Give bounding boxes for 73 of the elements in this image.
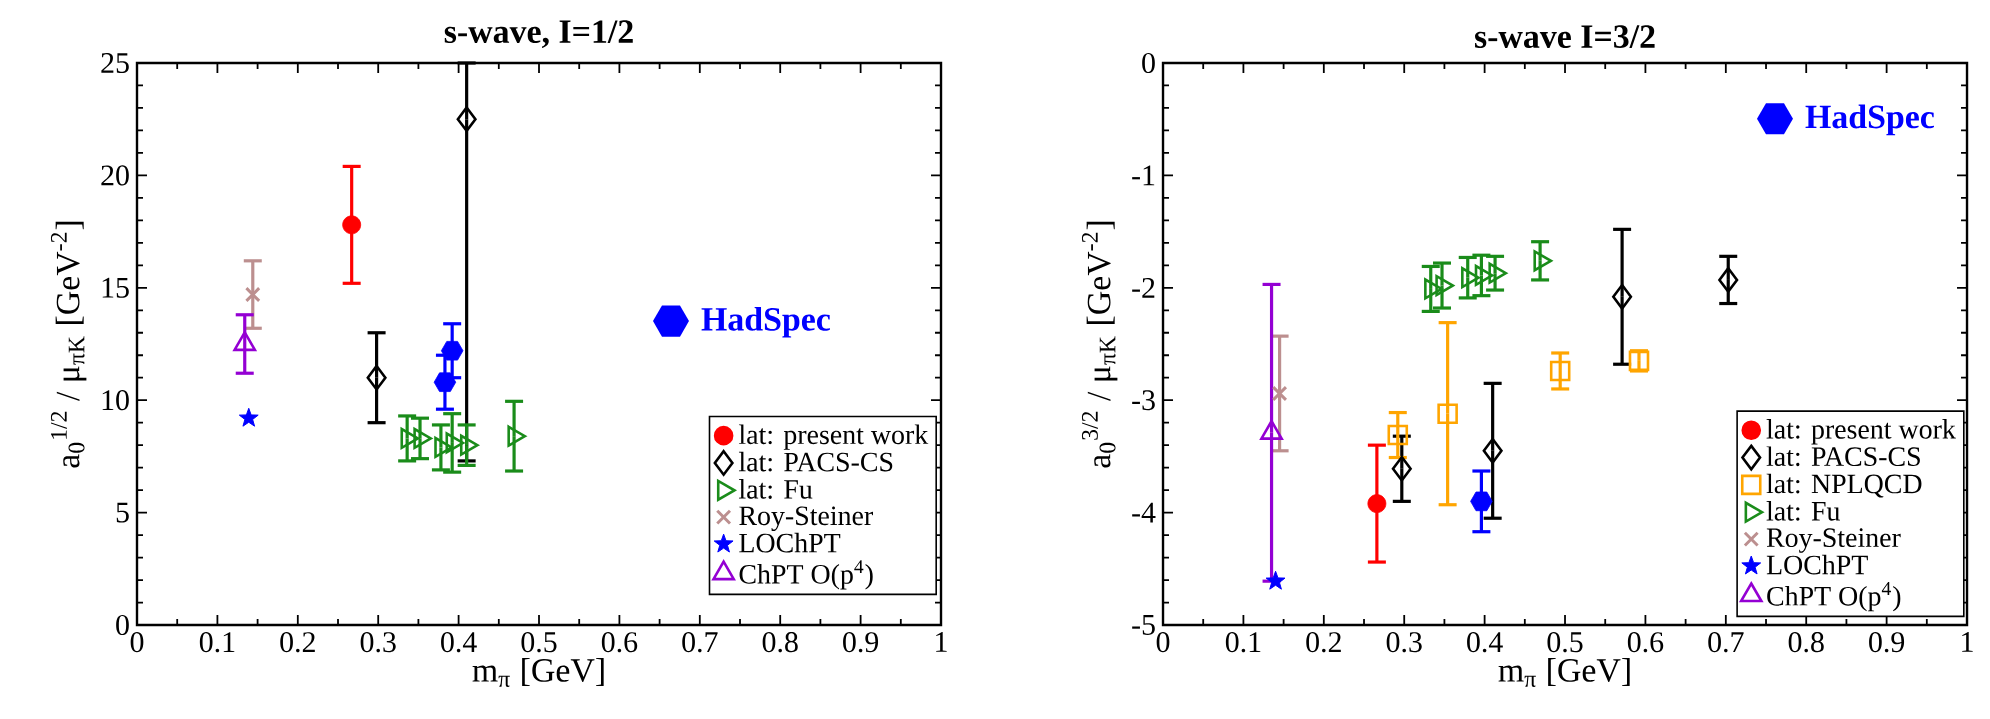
legend-label: ChPT O(p$^{4}$) <box>1767 582 1901 612</box>
chart-title: s-wave I=3/2 <box>1475 25 1655 49</box>
x-tick-label: 0.9 <box>843 632 879 653</box>
legend-label: HadSpec <box>701 306 830 338</box>
legend-label: lat: Fu <box>738 479 813 499</box>
legend-label: lat: PACS-CS <box>1766 446 1920 467</box>
y-tick-label: -4 <box>1132 502 1156 523</box>
point <box>342 215 362 235</box>
point <box>1367 494 1387 514</box>
point <box>1549 360 1571 382</box>
point <box>1482 437 1503 464</box>
point <box>1437 403 1458 424</box>
point <box>1271 385 1288 402</box>
legend-label: ChPT O(p$^{4}$) <box>739 560 873 590</box>
y-tick-label: -3 <box>1132 390 1155 411</box>
y-tick-label: 20 <box>101 165 129 186</box>
point <box>1470 491 1493 512</box>
legend-label: LOChPT <box>739 532 841 553</box>
y-tick-label: 0 <box>116 614 129 636</box>
x-tick-label: 0.1 <box>1225 632 1261 653</box>
x-tick-label: 0.6 <box>601 632 638 653</box>
y-tick-label: -1 <box>1132 165 1155 186</box>
x-tick-label: 0.4 <box>441 632 477 653</box>
y-tick-label: 25 <box>101 52 129 74</box>
y-tick-label: -5 <box>1132 615 1155 635</box>
x-tick-label: 0.3 <box>1386 632 1422 653</box>
point <box>413 427 433 450</box>
legend-label: HadSpec <box>1805 104 1934 136</box>
x-tick-label: 0.9 <box>1869 632 1905 653</box>
legend-label: lat: PACS-CS <box>738 451 893 472</box>
x-tick-label: 0 <box>1156 632 1170 653</box>
y-tick-label: 5 <box>116 502 129 523</box>
point <box>1265 570 1286 590</box>
y-tick-label: 0 <box>1142 52 1155 74</box>
x-axis-title: m$_{π}$ [GeV] <box>1498 658 1630 687</box>
legend-label: lat: present work <box>1766 419 1956 445</box>
point <box>1387 424 1409 446</box>
y-tick-label: -2 <box>1132 277 1155 298</box>
chart-title: s-wave, I=1/2 <box>444 20 633 49</box>
legend-label: Roy-Steiner <box>1766 528 1901 553</box>
point <box>507 425 527 447</box>
x-tick-label: 1 <box>1962 632 1973 652</box>
x-tick-label: 0.3 <box>360 632 396 653</box>
x-tick-label: 0.2 <box>1306 632 1341 653</box>
legend-label: Roy-Steiner <box>739 506 873 531</box>
y-axis-title: a$_{0}$$^{1/2}$ / μ$_{πK}$ [GeV$^{-2}$] <box>50 221 87 468</box>
x-tick-label: 0.2 <box>280 632 315 653</box>
x-tick-label: 0.6 <box>1627 632 1664 653</box>
legend-label: lat: NPLQCD <box>1766 473 1922 498</box>
x-tick-label: 0 <box>130 632 144 653</box>
y-axis-title: a$_{0}$$^{3/2}$ / μ$_{πK}$ [GeV$^{-2}$] <box>1081 221 1118 468</box>
x-tick-label: 0.5 <box>1547 632 1583 653</box>
point <box>238 407 259 427</box>
legend-label: lat: Fu <box>1766 501 1840 521</box>
x-tick-label: 0.7 <box>1708 632 1744 653</box>
point <box>366 364 387 391</box>
x-tick-label: 0.8 <box>1788 632 1824 653</box>
y-tick-label: 15 <box>102 277 129 298</box>
point <box>244 286 261 303</box>
legend-label: LOChPT <box>1766 554 1868 575</box>
legend-label: lat: present work <box>738 424 929 450</box>
x-axis-title: m$_{π}$ [GeV] <box>472 658 604 687</box>
y-tick-label: 10 <box>102 390 129 411</box>
x-tick-label: 0.7 <box>682 632 718 653</box>
point <box>1612 283 1633 310</box>
x-tick-label: 0.5 <box>521 632 557 653</box>
x-tick-label: 0.1 <box>199 632 235 653</box>
x-tick-label: 1 <box>936 632 947 652</box>
point <box>1391 455 1412 482</box>
x-tick-label: 0.4 <box>1467 632 1503 653</box>
point <box>1718 266 1739 293</box>
point <box>459 434 479 456</box>
x-tick-label: 0.8 <box>762 632 798 653</box>
